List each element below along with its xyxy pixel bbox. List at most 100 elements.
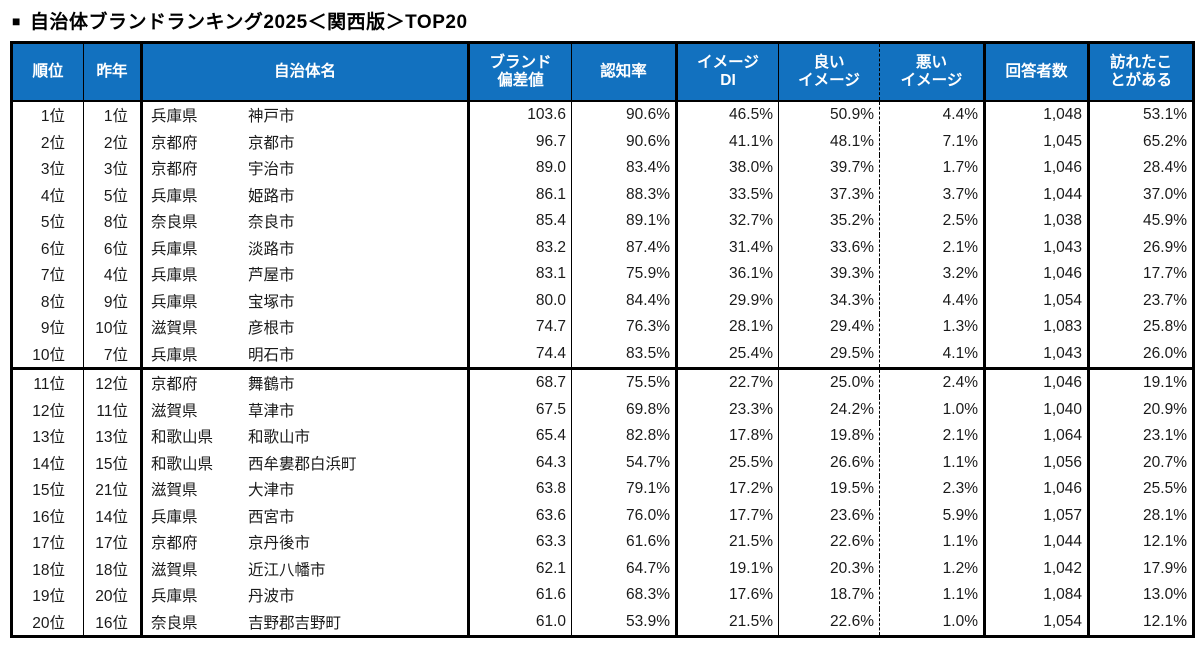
recognition-cell: 76.3% xyxy=(571,314,678,341)
visited-cell: 37.0% xyxy=(1143,185,1187,203)
city-name: 彦根市 xyxy=(248,320,295,338)
brand-score-cell: 83.1 xyxy=(468,261,572,288)
visited-cell: 23.1% xyxy=(1143,427,1187,445)
visited-cell: 17.9% xyxy=(1143,559,1187,577)
image-di-cell: 17.7% xyxy=(676,502,779,529)
image-di-cell: 31.4% xyxy=(676,234,779,261)
image-di-cell: 21.5% xyxy=(676,608,779,637)
good-image-cell: 19.5% xyxy=(778,476,880,503)
prefecture-name: 兵庫県 xyxy=(151,267,198,285)
city-name: 舞鶴市 xyxy=(248,376,295,394)
respondents-cell: 1,044 xyxy=(984,181,1090,208)
respondents-cell: 1,040 xyxy=(984,396,1090,423)
city-name: 芦屋市 xyxy=(248,267,295,285)
good-image-cell: 23.6% xyxy=(778,502,880,529)
city-name: 草津市 xyxy=(248,402,295,420)
brand-score-cell: 61.6 xyxy=(468,582,572,609)
brand-score-cell: 63.8 xyxy=(468,476,572,503)
recognition-cell: 68.3% xyxy=(571,582,678,609)
prefecture-name: 京都府 xyxy=(151,161,198,179)
city-name: 神戸市 xyxy=(248,108,295,126)
good-image-cell: 24.2% xyxy=(778,396,880,423)
brand-score-cell: 67.5 xyxy=(468,396,572,423)
brand-score-cell: 85.4 xyxy=(468,208,572,235)
rank-cell: 2位 xyxy=(11,128,84,155)
recognition-cell: 90.6% xyxy=(571,128,678,155)
table-row: 13位 13位 和歌山県 和歌山市 65.4 82.8% 17.8% 19.8% 2.1% 1,0… xyxy=(11,423,1194,450)
municipality-cell: 兵庫県 姫路市 xyxy=(141,181,470,208)
table-row: 19位 20位 兵庫県 丹波市 61.6 68.3% 17.6% 18.7% 1.1% 1,084… xyxy=(11,582,1194,609)
last-year-cell: 7位 xyxy=(83,340,143,370)
image-di-cell: 23.3% xyxy=(676,396,779,423)
visited-cell: 13.0% xyxy=(1143,586,1187,604)
image-di-cell: 36.1% xyxy=(676,261,779,288)
table-row: 14位 15位 和歌山県 西牟婁郡白浜町 64.3 54.7% 25.5% 26.6% 1.1%… xyxy=(11,449,1194,476)
last-year-cell: 13位 xyxy=(83,423,143,450)
table-row: 18位 18位 滋賀県 近江八幡市 62.1 64.7% 19.1% 20.3% 1.2% 1,0… xyxy=(11,555,1194,582)
city-name: 淡路市 xyxy=(248,240,295,258)
column-header-municipality: 自治体名 xyxy=(141,42,470,102)
last-year-cell: 9位 xyxy=(83,287,143,314)
brand-score-cell: 61.0 xyxy=(468,608,572,637)
brand-score-cell: 64.3 xyxy=(468,449,572,476)
municipality-cell: 兵庫県 宝塚市 xyxy=(141,287,470,314)
recognition-cell: 87.4% xyxy=(571,234,678,261)
good-image-cell: 50.9% xyxy=(778,101,880,129)
respondents-cell: 1,083 xyxy=(984,314,1090,341)
prefecture-name: 兵庫県 xyxy=(151,346,198,364)
page-title-text: 自治体ブランドランキング2025＜関西版＞TOP20 xyxy=(29,12,468,33)
recognition-cell: 89.1% xyxy=(571,208,678,235)
respondents-cell: 1,046 xyxy=(984,261,1090,288)
bad-image-cell: 1.2% xyxy=(879,555,986,582)
last-year-cell: 16位 xyxy=(83,608,143,637)
bad-image-cell: 1.1% xyxy=(879,582,986,609)
bullet-square-icon: ■ xyxy=(12,13,21,29)
last-year-cell: 1位 xyxy=(83,101,143,129)
municipality-cell: 京都府 京丹後市 xyxy=(141,529,470,556)
city-name: 大津市 xyxy=(248,482,295,500)
table-row: 2位 2位 京都府 京都市 96.7 90.6% 41.1% 48.1% 7.1% 1,045 65… xyxy=(11,128,1194,155)
good-image-cell: 22.6% xyxy=(778,608,880,637)
column-header-visited: 訪れたこ とがある xyxy=(1088,42,1194,102)
rank-cell: 14位 xyxy=(11,449,84,476)
brand-score-cell: 83.2 xyxy=(468,234,572,261)
city-name: 和歌山市 xyxy=(248,429,311,447)
prefecture-name: 兵庫県 xyxy=(151,588,198,606)
respondents-cell: 1,046 xyxy=(984,155,1090,182)
last-year-cell: 15位 xyxy=(83,449,143,476)
visited-cell: 28.1% xyxy=(1143,506,1187,524)
image-di-cell: 33.5% xyxy=(676,181,779,208)
rank-cell: 4位 xyxy=(11,181,84,208)
rows-11-to-20: 11位 12位 京都府 舞鶴市 68.7 75.5% 22.7% 25.0% 2.4% 1,046… xyxy=(11,368,1194,637)
respondents-cell: 1,038 xyxy=(984,208,1090,235)
good-image-cell: 48.1% xyxy=(778,128,880,155)
recognition-cell: 88.3% xyxy=(571,181,678,208)
column-header-bad-image: 悪い イメージ xyxy=(879,42,986,102)
rank-cell: 16位 xyxy=(11,502,84,529)
column-header-respondents: 回答者数 xyxy=(984,42,1090,102)
brand-score-cell: 65.4 xyxy=(468,423,572,450)
municipality-cell: 京都府 舞鶴市 xyxy=(141,368,470,397)
municipality-cell: 兵庫県 神戸市 xyxy=(141,101,470,129)
table-row: 8位 9位 兵庫県 宝塚市 80.0 84.4% 29.9% 34.3% 4.4% 1,054 23… xyxy=(11,287,1194,314)
table-header: 順位 昨年 自治体名 ブランド 偏差値 認知率 イメージ DI 良い イメージ 悪い イメージ… xyxy=(11,42,1194,102)
prefecture-name: 兵庫県 xyxy=(151,240,198,258)
visited-cell: 12.1% xyxy=(1143,533,1187,551)
bad-image-cell: 2.4% xyxy=(879,368,986,397)
municipality-cell: 兵庫県 芦屋市 xyxy=(141,261,470,288)
municipality-cell: 兵庫県 明石市 xyxy=(141,340,470,370)
good-image-cell: 18.7% xyxy=(778,582,880,609)
municipality-cell: 滋賀県 大津市 xyxy=(141,476,470,503)
rank-cell: 13位 xyxy=(11,423,84,450)
visited-cell: 17.7% xyxy=(1143,265,1187,283)
bad-image-cell: 2.1% xyxy=(879,423,986,450)
image-di-cell: 17.2% xyxy=(676,476,779,503)
visited-cell: 53.1% xyxy=(1143,106,1187,124)
prefecture-name: 和歌山県 xyxy=(151,429,214,447)
visited-cell: 25.5% xyxy=(1143,480,1187,498)
bad-image-cell: 1.3% xyxy=(879,314,986,341)
prefecture-name: 奈良県 xyxy=(151,214,198,232)
last-year-cell: 12位 xyxy=(83,368,143,397)
municipality-cell: 和歌山県 和歌山市 xyxy=(141,423,470,450)
good-image-cell: 20.3% xyxy=(778,555,880,582)
